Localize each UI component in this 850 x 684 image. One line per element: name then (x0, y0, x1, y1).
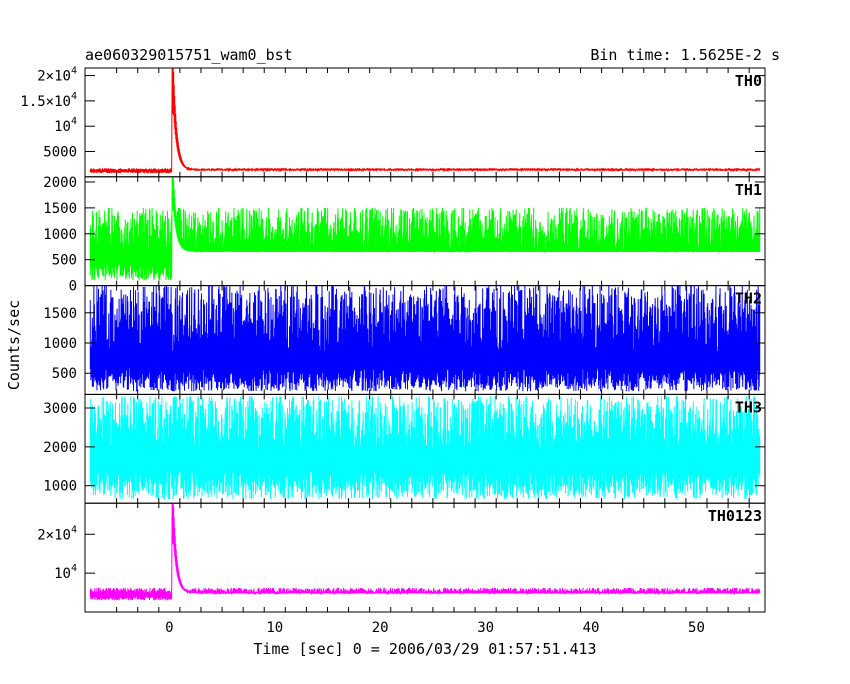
panel-label: TH2 (735, 290, 762, 308)
y-tick-label: 1000 (43, 227, 77, 243)
y-tick-label: 3000 (43, 401, 77, 417)
x-tick-label: 20 (372, 620, 389, 636)
y-tick-label: 1000 (43, 336, 77, 352)
y-tick-label: 2×104 (37, 524, 77, 543)
y-tick-label: 2000 (43, 440, 77, 456)
panel-frame (84, 502, 766, 613)
panel-th0: TH0 5000 104 1.5×104 2×104 (20, 66, 766, 178)
x-ticks-layer: 0 10 20 30 40 50 (165, 620, 705, 636)
y-tick-label: 2000 (43, 175, 77, 191)
y-tick-label: 1500 (43, 306, 77, 322)
panel-frame (84, 67, 766, 178)
y-axis-label: Counts/sec (5, 300, 23, 390)
x-tick-label: 30 (477, 620, 494, 636)
x-axis-label: Time [sec] 0 = 2006/03/29 01:57:51.413 (253, 640, 596, 658)
y-tick-label: 2×104 (37, 66, 77, 85)
x-tick-label: 0 (165, 620, 173, 636)
panel-label: TH3 (735, 398, 762, 416)
y-tick-label: 1000 (43, 479, 77, 495)
panel-label: TH1 (735, 181, 762, 199)
series-trace-th3 (89, 396, 761, 500)
y-tick-label: 500 (52, 366, 77, 382)
panel-label: TH0123 (708, 507, 762, 525)
series-trace-th2 (89, 285, 761, 392)
y-tick-label: 104 (54, 563, 77, 582)
panel-th2: TH2 500 1000 1500 (43, 285, 766, 395)
panel-th3: TH3 1000 2000 3000 (43, 393, 766, 504)
y-tick-label: 5000 (43, 144, 77, 160)
y-tick-label: 1500 (43, 201, 77, 217)
panels-layer: TH0 5000 104 1.5×104 2×104 TH1 0 500 1000 1500 200… (20, 66, 766, 613)
series-trace-th1 (89, 176, 761, 281)
x-tick-label: 10 (266, 620, 283, 636)
y-tick-label: 500 (52, 253, 77, 269)
y-tick-label: 0 (69, 279, 77, 295)
y-tick-label: 1.5×104 (20, 91, 77, 110)
panel-th0123: TH0123 104 2×104 (37, 502, 766, 613)
chart-title: ae060329015751_wam0_bst (85, 46, 293, 64)
y-tick-label: 104 (54, 116, 77, 135)
panel-label: TH0 (735, 72, 762, 90)
series-trace-th0123 (89, 503, 761, 601)
series-trace-th0 (89, 67, 761, 174)
x-tick-label: 50 (688, 620, 705, 636)
chart-subtitle: Bin time: 1.5625E-2 s (590, 46, 780, 64)
x-tick-label: 40 (583, 620, 600, 636)
panel-th1: TH1 0 500 1000 1500 2000 (43, 175, 766, 295)
